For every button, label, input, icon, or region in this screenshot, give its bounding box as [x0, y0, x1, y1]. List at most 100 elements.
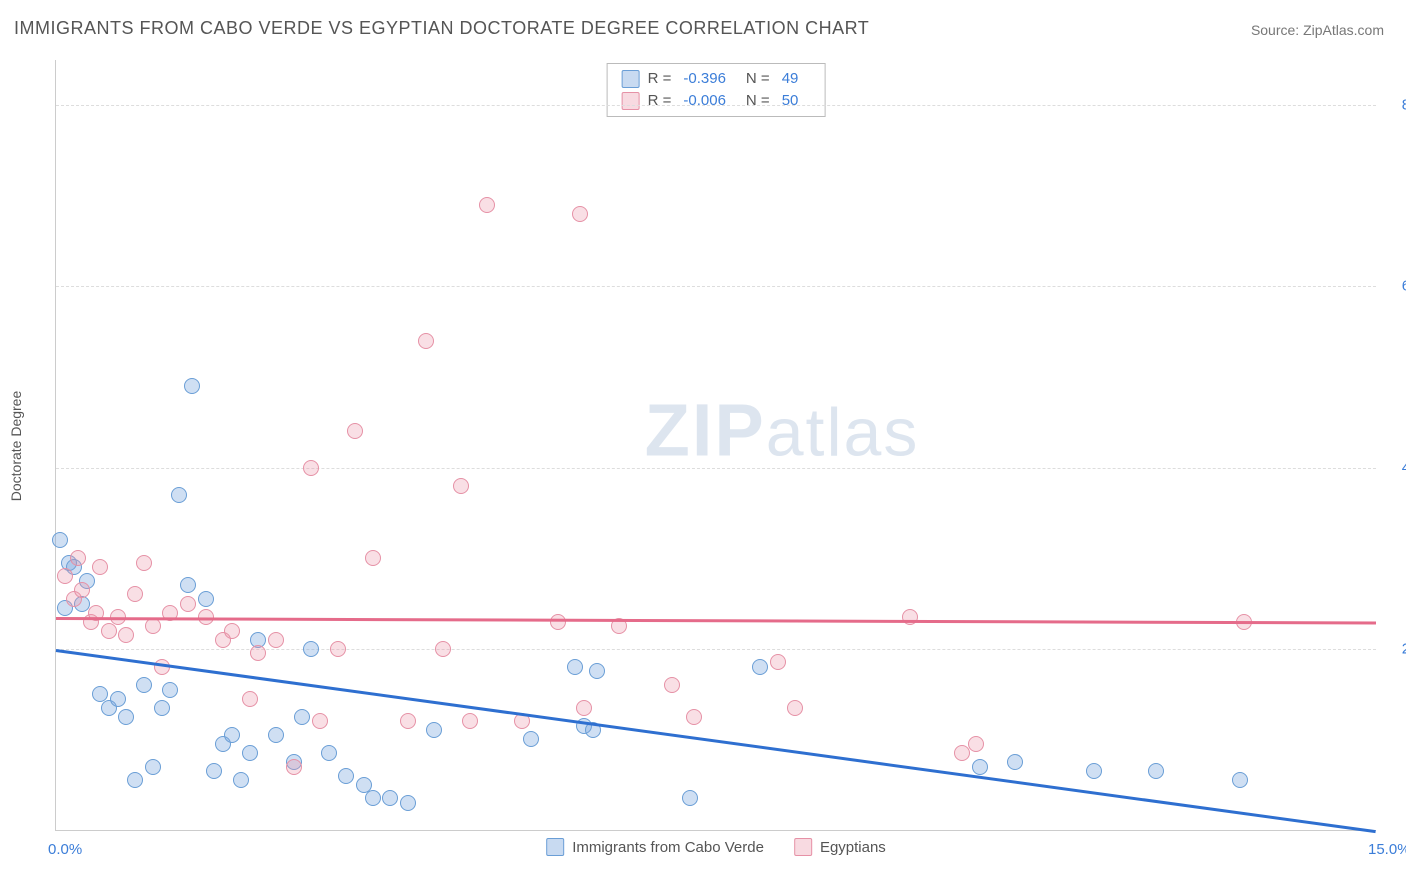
data-point [303, 641, 319, 657]
data-point [365, 550, 381, 566]
data-point [154, 659, 170, 675]
data-point [224, 623, 240, 639]
chart-title: IMMIGRANTS FROM CABO VERDE VS EGYPTIAN D… [14, 18, 869, 39]
data-point [92, 559, 108, 575]
data-point [101, 623, 117, 639]
n-value-2: 50 [782, 90, 799, 112]
data-point [303, 460, 319, 476]
data-point [321, 745, 337, 761]
data-point [330, 641, 346, 657]
trendline [56, 649, 1376, 833]
data-point [154, 700, 170, 716]
data-point [462, 713, 478, 729]
data-point [426, 722, 442, 738]
data-point [206, 763, 222, 779]
gridline [56, 286, 1376, 287]
chart-container: IMMIGRANTS FROM CABO VERDE VS EGYPTIAN D… [0, 0, 1406, 892]
data-point [268, 727, 284, 743]
legend-row-1: R = -0.396 N = 49 [622, 68, 811, 90]
data-point [242, 745, 258, 761]
data-point [902, 609, 918, 625]
watermark: ZIPatlas [645, 387, 920, 472]
data-point [523, 731, 539, 747]
data-point [136, 677, 152, 693]
data-point [118, 709, 134, 725]
data-point [400, 713, 416, 729]
source-label: Source: ZipAtlas.com [1251, 22, 1384, 38]
data-point [770, 654, 786, 670]
data-point [682, 790, 698, 806]
data-point [198, 591, 214, 607]
data-point [347, 423, 363, 439]
data-point [180, 596, 196, 612]
data-point [268, 632, 284, 648]
data-point [572, 206, 588, 222]
data-point [479, 197, 495, 213]
data-point [435, 641, 451, 657]
data-point [127, 586, 143, 602]
data-point [686, 709, 702, 725]
data-point [171, 487, 187, 503]
plot-area: ZIPatlas R = -0.396 N = 49 R = -0.006 N … [55, 60, 1376, 831]
y-axis-title: Doctorate Degree [8, 391, 24, 502]
y-tick-label: 6.0% [1386, 278, 1406, 295]
data-point [145, 618, 161, 634]
data-point [453, 478, 469, 494]
data-point [250, 645, 266, 661]
correlation-legend: R = -0.396 N = 49 R = -0.006 N = 50 [607, 63, 826, 117]
r-label-2: R = [648, 90, 672, 112]
data-point [136, 555, 152, 571]
data-point [74, 582, 90, 598]
data-point [972, 759, 988, 775]
r-label: R = [648, 68, 672, 90]
data-point [52, 532, 68, 548]
legend-label-1: Immigrants from Cabo Verde [572, 839, 764, 856]
data-point [286, 759, 302, 775]
x-tick-label: 0.0% [48, 841, 82, 858]
data-point [365, 790, 381, 806]
data-point [418, 333, 434, 349]
legend-row-2: R = -0.006 N = 50 [622, 90, 811, 112]
data-point [118, 627, 134, 643]
y-tick-label: 4.0% [1386, 459, 1406, 476]
data-point [312, 713, 328, 729]
data-point [752, 659, 768, 675]
data-point [145, 759, 161, 775]
r-value-2: -0.006 [683, 90, 726, 112]
data-point [184, 378, 200, 394]
legend-swatch-pink-2 [794, 838, 812, 856]
data-point [110, 691, 126, 707]
trendline [56, 617, 1376, 624]
y-tick-label: 2.0% [1386, 640, 1406, 657]
r-value-1: -0.396 [683, 68, 726, 90]
data-point [294, 709, 310, 725]
data-point [57, 568, 73, 584]
watermark-zip: ZIP [645, 388, 766, 471]
n-label: N = [746, 68, 770, 90]
data-point [70, 550, 86, 566]
legend-swatch-blue [622, 70, 640, 88]
x-tick-label: 15.0% [1368, 841, 1406, 858]
n-label-2: N = [746, 90, 770, 112]
legend-item-2: Egyptians [794, 838, 886, 856]
data-point [400, 795, 416, 811]
gridline [56, 468, 1376, 469]
data-point [1232, 772, 1248, 788]
series-legend: Immigrants from Cabo Verde Egyptians [546, 838, 886, 856]
data-point [233, 772, 249, 788]
y-tick-label: 8.0% [1386, 97, 1406, 114]
data-point [589, 663, 605, 679]
data-point [664, 677, 680, 693]
watermark-atlas: atlas [766, 394, 920, 470]
data-point [162, 682, 178, 698]
data-point [567, 659, 583, 675]
legend-swatch-pink [622, 92, 640, 110]
data-point [968, 736, 984, 752]
legend-item-1: Immigrants from Cabo Verde [546, 838, 764, 856]
data-point [127, 772, 143, 788]
data-point [242, 691, 258, 707]
data-point [224, 727, 240, 743]
data-point [1086, 763, 1102, 779]
data-point [180, 577, 196, 593]
gridline [56, 105, 1376, 106]
